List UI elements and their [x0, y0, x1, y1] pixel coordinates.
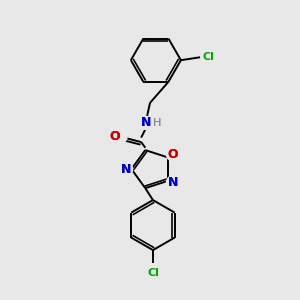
Text: O: O: [168, 148, 178, 161]
Text: N: N: [121, 163, 131, 176]
Circle shape: [167, 148, 179, 161]
Circle shape: [139, 116, 152, 129]
Text: O: O: [110, 130, 120, 143]
Text: O: O: [110, 130, 120, 143]
Text: N: N: [168, 176, 178, 189]
Circle shape: [167, 176, 179, 189]
Text: O: O: [168, 148, 178, 161]
Text: N: N: [140, 116, 151, 129]
Text: N: N: [140, 116, 151, 129]
Text: H: H: [153, 118, 161, 128]
Circle shape: [120, 163, 133, 176]
Text: N: N: [121, 163, 131, 176]
Text: Cl: Cl: [147, 268, 159, 278]
Text: H: H: [153, 118, 161, 128]
Text: N: N: [168, 176, 178, 189]
Text: Cl: Cl: [202, 52, 214, 62]
Circle shape: [114, 130, 127, 143]
